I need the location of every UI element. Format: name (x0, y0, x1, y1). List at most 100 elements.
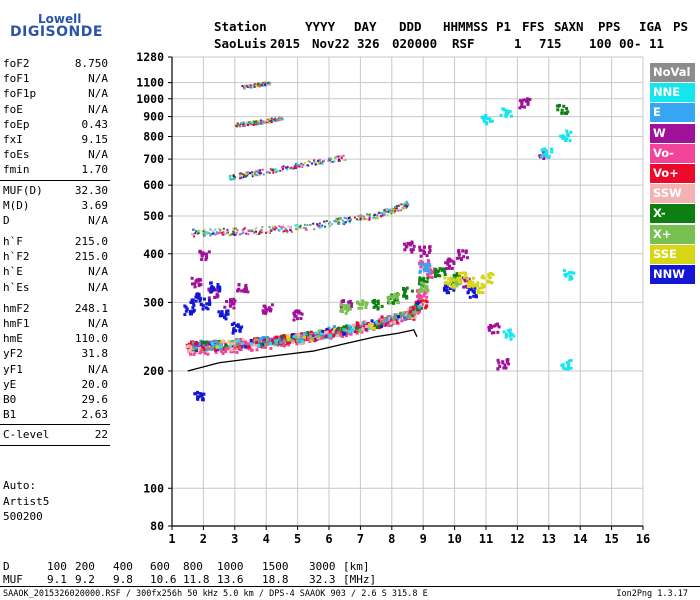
f-trace-point (325, 330, 329, 334)
echo-multiple-point (266, 82, 269, 85)
series-point-w (444, 267, 448, 271)
param-value: 248.1 (74, 301, 108, 315)
param-value: N/A (88, 72, 108, 86)
echo-multiple-point (274, 119, 277, 122)
echo-multiple-point (246, 171, 249, 174)
series-point-x- (457, 273, 461, 277)
series-point-vo- (419, 294, 423, 298)
echo-multiple-point (329, 157, 332, 160)
footer-separator (0, 586, 700, 587)
x-tick-label: 3 (231, 532, 238, 546)
f-trace-point (382, 322, 386, 326)
series-point-nnw (210, 285, 214, 289)
echo-multiple-point (251, 171, 254, 174)
echo-multiple-point (265, 171, 268, 174)
series-point-vo- (424, 264, 428, 268)
echo-multiple-point (393, 205, 396, 208)
series-point-w (412, 244, 416, 248)
series-point-nnw (445, 288, 449, 292)
series-point-ssw (187, 348, 191, 352)
echo-multiple-point (243, 125, 246, 128)
y-tick-label: 600 (143, 178, 164, 192)
series-point-nnw (220, 310, 224, 314)
distance-value: 800 (183, 560, 203, 573)
x-tick-label: 1 (168, 532, 175, 546)
series-point-nnw (474, 295, 478, 299)
series-point-nnw (191, 301, 195, 305)
echo-multiple-point (300, 162, 303, 165)
echo-multiple-point (393, 211, 396, 214)
echo-multiple-point (386, 213, 389, 216)
f-trace-point (370, 323, 374, 327)
series-point-x- (565, 107, 569, 111)
series-point-nnw (222, 315, 226, 319)
echo-multiple-point (280, 166, 283, 169)
f-trace-point (409, 310, 413, 314)
param-row-b1: B1 2.63 (0, 407, 112, 422)
f-trace-point (325, 328, 329, 332)
series-point-x- (343, 307, 347, 311)
echo-multiple-point (385, 209, 388, 212)
series-point-vo- (417, 296, 421, 300)
f-trace-point (249, 338, 253, 342)
echo-multiple-point (372, 216, 375, 219)
series-point-vo- (344, 334, 348, 338)
series-point-vo- (255, 348, 259, 352)
series-point-vo- (426, 274, 430, 278)
echo-multiple-point (262, 120, 265, 123)
legend-item-nnw: NNW (650, 264, 695, 284)
series-point-nne (568, 271, 572, 275)
f-trace-point (202, 341, 206, 345)
series-point-vo- (416, 299, 420, 303)
echo-multiple-point (331, 160, 334, 163)
series-point-nnw (231, 331, 235, 335)
series-point-w (505, 360, 509, 364)
series-point-e (263, 336, 267, 340)
echo-multiple-point (219, 228, 222, 231)
echo-multiple-point (260, 119, 263, 122)
series-point-vo- (414, 300, 418, 304)
series-point-w (293, 314, 297, 318)
echo-multiple-point (241, 229, 244, 232)
f-trace-point (220, 345, 224, 349)
series-point-nnw (195, 292, 199, 296)
series-point-x- (341, 304, 345, 308)
series-point-sse (463, 271, 467, 275)
echo-multiple-point (405, 201, 408, 204)
echo-multiple-point (296, 224, 299, 227)
param-value: 2.63 (81, 408, 109, 422)
header-value: 715 (539, 36, 562, 51)
param-row-m-d-: M(D) 3.69 (0, 198, 112, 213)
echo-multiple-point (222, 227, 225, 230)
series-point-w (216, 294, 220, 298)
series-point-w (204, 258, 208, 262)
series-point-nnw (452, 288, 456, 292)
echo-multiple-point (257, 169, 260, 172)
param-value: N/A (88, 102, 108, 116)
f-trace-point (324, 334, 328, 338)
series-point-w (503, 363, 507, 367)
x-tick-label: 11 (479, 532, 493, 546)
series-point-w (462, 255, 466, 259)
legend-item-vo-: Vo+ (650, 163, 695, 183)
echo-multiple-point (282, 224, 285, 227)
header-value: SaoLuis (214, 36, 267, 51)
series-point-sse (448, 276, 452, 280)
echo-multiple-point (327, 159, 330, 162)
param-value: N/A (88, 265, 108, 279)
echo-multiple-point (390, 212, 393, 215)
echo-multiple-point (334, 220, 337, 223)
echo-multiple-point (305, 228, 308, 231)
series-point-e (424, 266, 428, 270)
echo-multiple-point (239, 173, 242, 176)
series-point-nnw (201, 398, 205, 402)
series-point-w (215, 288, 219, 292)
series-point-x- (419, 281, 423, 285)
series-point-w (244, 283, 248, 287)
echo-multiple-point (270, 121, 273, 124)
f-trace-point (221, 346, 225, 350)
series-point-vo- (431, 270, 435, 274)
f-trace-point (207, 342, 211, 346)
series-point-w (524, 99, 528, 103)
series-point-vo- (232, 350, 236, 354)
